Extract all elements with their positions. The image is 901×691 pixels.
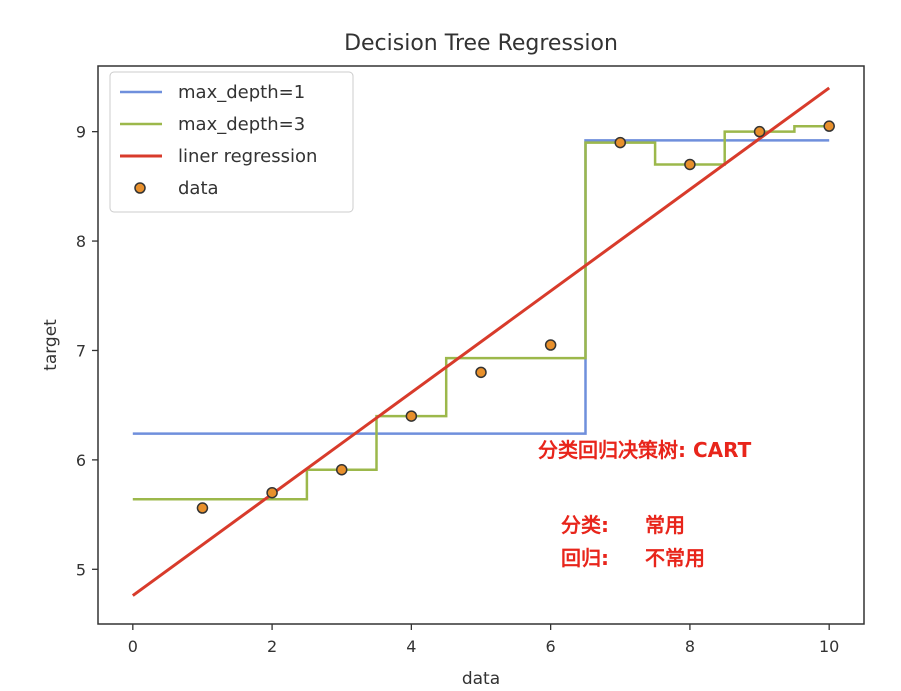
y-tick-label: 7 bbox=[76, 341, 86, 360]
data-point bbox=[405, 410, 418, 422]
y-axis-label: target bbox=[41, 319, 61, 371]
chart-title: Decision Tree Regression bbox=[344, 31, 618, 56]
annotation-value-regression: 不常用 bbox=[645, 546, 705, 570]
axis-ticks: 0 2 4 6 8 10 5 6 7 8 9 bbox=[76, 65, 865, 656]
x-tick-label: 6 bbox=[546, 637, 556, 656]
data-point bbox=[684, 158, 696, 171]
series-line-2 bbox=[131, 86, 831, 597]
data-point bbox=[614, 136, 627, 149]
y-tick-label: 5 bbox=[76, 560, 86, 579]
data-point bbox=[266, 486, 278, 499]
data-point bbox=[753, 125, 766, 138]
legend-marker-3 bbox=[134, 182, 146, 194]
x-tick-label: 2 bbox=[267, 637, 277, 656]
plot-frame bbox=[97, 65, 865, 625]
legend-label-0: max_depth=1 bbox=[178, 82, 305, 103]
legend-label-2: liner regression bbox=[178, 146, 317, 167]
legend-label-1: max_depth=3 bbox=[178, 114, 305, 135]
x-tick-label: 8 bbox=[685, 637, 695, 656]
annotation-value-classification: 常用 bbox=[645, 513, 685, 537]
legend-label-3: data bbox=[178, 178, 219, 199]
annotation-label-classification: 分类: bbox=[561, 513, 609, 537]
plot-area bbox=[131, 86, 835, 597]
annotation-row-regression: 回归: 不常用 bbox=[561, 548, 705, 568]
annotation-row-classification: 分类: 常用 bbox=[561, 515, 685, 535]
y-tick-label: 6 bbox=[76, 451, 86, 470]
x-axis-label: data bbox=[462, 669, 500, 689]
legend-box bbox=[109, 71, 354, 213]
cart-annotation-title: 分类回归决策树: CART bbox=[538, 438, 752, 462]
data-point bbox=[475, 366, 487, 379]
annotation-label-regression: 回归: bbox=[561, 546, 609, 570]
x-tick-label: 0 bbox=[128, 637, 138, 656]
data-point bbox=[335, 463, 348, 476]
data-point bbox=[196, 502, 209, 514]
data-point bbox=[544, 339, 557, 351]
x-tick-label: 4 bbox=[406, 637, 416, 656]
y-tick-label: 9 bbox=[76, 123, 86, 142]
data-point bbox=[823, 120, 835, 132]
y-tick-label: 8 bbox=[76, 232, 86, 251]
x-tick-label: 10 bbox=[819, 637, 839, 656]
